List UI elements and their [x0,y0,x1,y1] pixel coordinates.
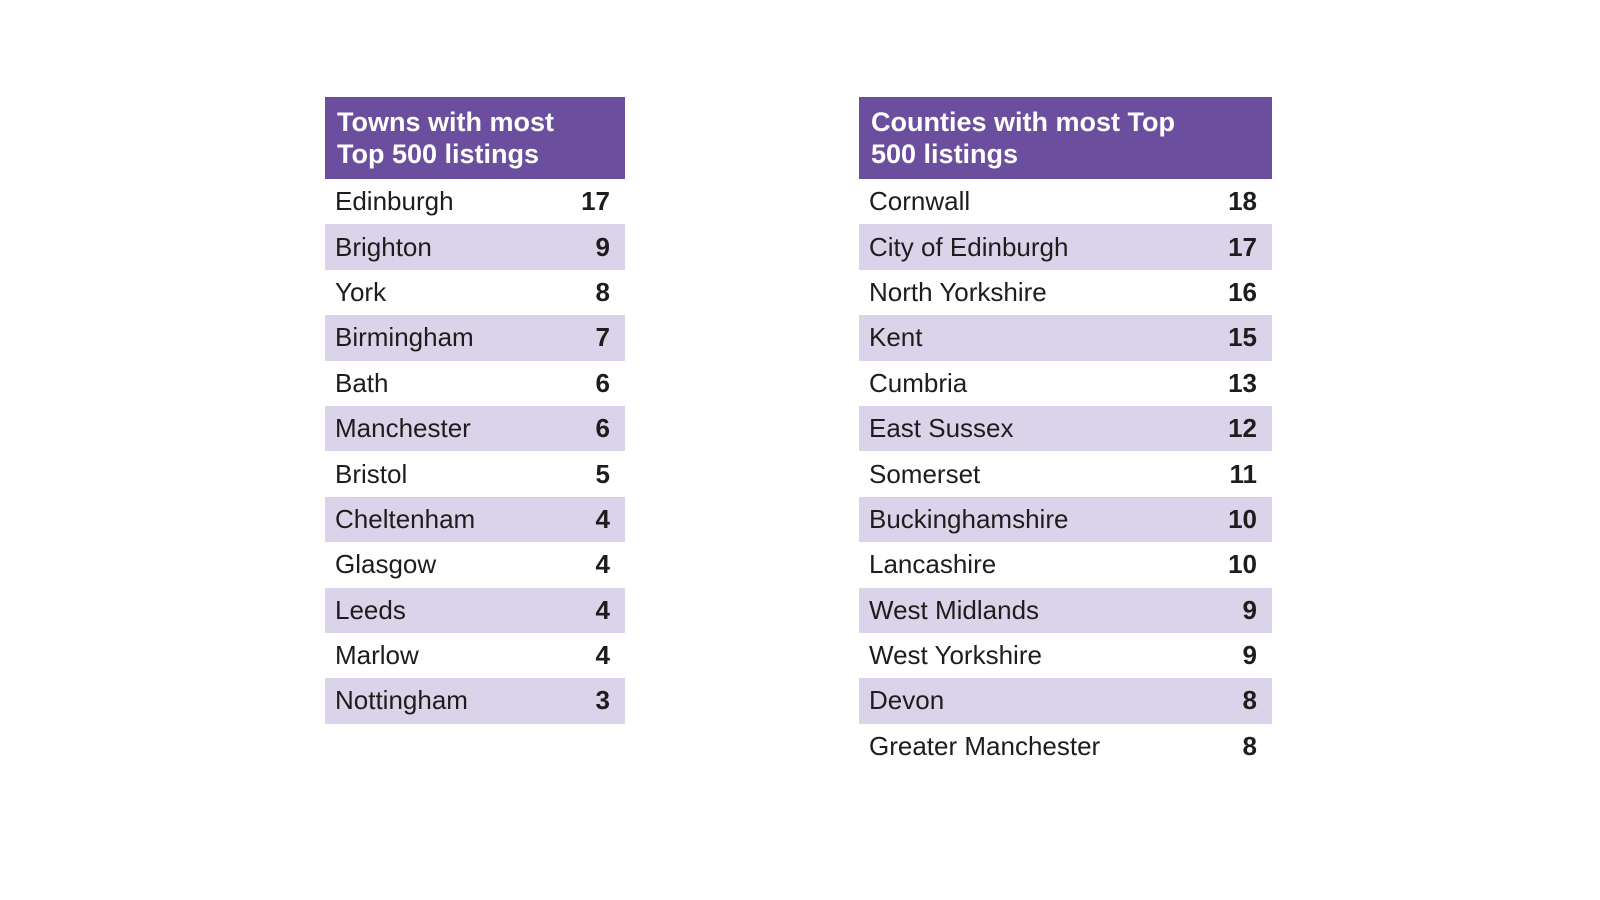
row-value: 10 [1228,503,1257,534]
towns-table: Towns with most Top 500 listings Edinbur… [325,97,625,724]
row-value: 9 [1242,594,1257,625]
row-label: Bath [335,367,389,398]
row-value: 9 [1242,640,1257,671]
row-label: Buckinghamshire [869,503,1069,534]
table-row: Leeds 4 [325,587,625,633]
table-row: Brighton 9 [325,224,625,270]
table-row: Buckinghamshire 10 [859,496,1272,543]
row-value: 4 [595,594,610,625]
row-label: West Midlands [869,594,1040,625]
row-label: Bristol [335,458,408,489]
row-value: 8 [1242,685,1257,716]
table-row: Cumbria 13 [859,360,1272,406]
table-row: Manchester 6 [325,405,625,452]
table-row: Bristol 5 [325,451,625,497]
row-value: 18 [1228,186,1257,217]
row-value: 3 [595,685,610,716]
row-label: Cumbria [869,367,968,398]
row-label: Lancashire [869,549,997,580]
row-value: 7 [595,322,610,353]
table-row: Cornwall 18 [859,179,1272,225]
row-label: Marlow [335,640,419,671]
table-row: East Sussex 12 [859,405,1272,452]
row-value: 11 [1229,458,1258,489]
table-row: Cheltenham 4 [325,496,625,543]
row-label: Manchester [335,413,471,444]
table-row: North Yorkshire 16 [859,269,1272,316]
towns-table-title-line2: Top 500 listings [337,139,540,169]
row-value: 12 [1228,413,1257,444]
row-label: Cheltenham [335,503,476,534]
row-label: North Yorkshire [869,276,1047,307]
towns-table-title-line1: Towns with most [337,107,554,137]
row-value: 17 [1228,231,1257,262]
counties-table-title-line1: Counties with most Top [871,107,1175,137]
row-label: Somerset [869,458,981,489]
row-value: 17 [581,186,610,217]
table-row: West Midlands 9 [859,587,1272,633]
counties-table-rows: Cornwall 18 City of Edinburgh 17 North Yor… [859,179,1272,770]
table-row: Birmingham 7 [325,315,625,361]
row-value: 6 [595,413,610,444]
table-row: Kent 15 [859,315,1272,361]
table-row: Edinburgh 17 [325,179,625,225]
row-label: Birmingham [335,322,474,353]
row-value: 8 [595,276,610,307]
row-value: 5 [595,458,610,489]
row-value: 6 [595,367,610,398]
towns-table-header: Towns with most Top 500 listings [325,97,625,179]
table-row: Glasgow 4 [325,542,625,588]
row-label: Edinburgh [335,186,454,217]
row-value: 15 [1228,322,1257,353]
row-label: York [335,276,387,307]
row-label: Nottingham [335,685,468,716]
row-value: 8 [1242,730,1257,761]
table-row: West Yorkshire 9 [859,632,1272,679]
table-row: Marlow 4 [325,632,625,679]
counties-table-header: Counties with most Top 500 listings [859,97,1272,179]
towns-table-rows: Edinburgh 17 Brighton 9 York 8 Birmingham 7 … [325,179,625,724]
table-row: York 8 [325,269,625,316]
table-row: Greater Manchester 8 [859,723,1272,770]
row-value: 13 [1228,367,1257,398]
row-value: 4 [595,640,610,671]
row-value: 4 [595,549,610,580]
row-value: 10 [1228,549,1257,580]
table-row: Nottingham 3 [325,678,625,724]
row-label: West Yorkshire [869,640,1042,671]
row-label: Cornwall [869,186,971,217]
row-label: Leeds [335,594,406,625]
row-label: Glasgow [335,549,437,580]
row-value: 4 [595,503,610,534]
row-value: 16 [1228,276,1257,307]
table-row: City of Edinburgh 17 [859,224,1272,270]
table-row: Bath 6 [325,360,625,406]
row-label: East Sussex [869,413,1014,444]
row-label: Kent [869,322,923,353]
row-label: Devon [869,685,945,716]
table-row: Somerset 11 [859,451,1272,497]
counties-table: Counties with most Top 500 listings Corn… [859,97,1272,770]
row-value: 9 [595,231,610,262]
row-label: Brighton [335,231,432,262]
row-label: City of Edinburgh [869,231,1069,262]
counties-table-title-line2: 500 listings [871,139,1019,169]
table-row: Lancashire 10 [859,542,1272,588]
table-row: Devon 8 [859,678,1272,724]
row-label: Greater Manchester [869,730,1101,761]
